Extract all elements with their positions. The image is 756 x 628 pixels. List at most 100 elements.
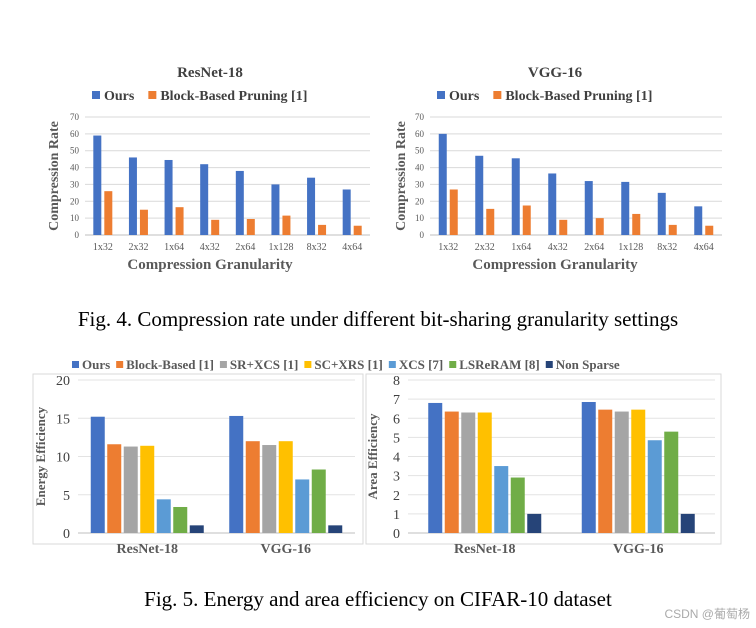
y-tick-label: 20 bbox=[415, 196, 425, 206]
x-axis-label: Compression Granularity bbox=[472, 257, 638, 273]
bar-ours-4x64 bbox=[342, 189, 351, 235]
bar-6-VGG-16 bbox=[680, 513, 695, 533]
legend-label-0: Ours bbox=[82, 357, 110, 372]
bar-block-4x32 bbox=[211, 219, 220, 235]
legend-swatch-1 bbox=[493, 91, 502, 99]
y-tick-label: 70 bbox=[70, 112, 80, 122]
y-tick-label: 20 bbox=[70, 196, 80, 206]
bar-1-VGG-16 bbox=[245, 441, 260, 533]
bar-block-1x64 bbox=[175, 207, 184, 235]
y-tick-label: 0 bbox=[393, 527, 400, 542]
x-tick-label: 1x64 bbox=[511, 242, 531, 253]
y-axis-label: Area Efficiency bbox=[365, 413, 380, 500]
legend-swatch-0 bbox=[72, 361, 79, 368]
legend-label-5: LSReRAM [8] bbox=[459, 357, 540, 372]
y-axis-label: Energy Efficiency bbox=[33, 406, 48, 506]
x-axis-label: Compression Granularity bbox=[127, 257, 293, 273]
bar-ours-2x32 bbox=[475, 155, 484, 235]
bar-3-ResNet-18 bbox=[140, 445, 155, 533]
chart-1: 0 1 2 3 4 5 6 7 8 ResNet-18 VGG-16 Area Efficiency bbox=[365, 373, 722, 557]
y-tick-label: 7 bbox=[393, 393, 400, 408]
x-tick-label: 2x32 bbox=[128, 242, 148, 253]
y-tick-label: 40 bbox=[415, 163, 425, 173]
legend-label-1: Block-Based [1] bbox=[126, 357, 214, 372]
x-tick-label: ResNet-18 bbox=[117, 542, 178, 557]
bar-5-VGG-16 bbox=[664, 431, 679, 533]
x-tick-label: 4x64 bbox=[342, 242, 362, 253]
bar-2-ResNet-18 bbox=[461, 412, 476, 533]
bar-6-ResNet-18 bbox=[527, 513, 542, 533]
bar-block-1x32 bbox=[449, 189, 458, 235]
legend-label-3: SC+XRS [1] bbox=[314, 357, 382, 372]
legend-swatch-1 bbox=[116, 361, 124, 368]
chart-1: VGG-16 Ours Block-Based Pruning [1] 0 10 20 30… bbox=[394, 65, 722, 273]
bar-6-ResNet-18 bbox=[189, 525, 204, 533]
y-tick-label: 60 bbox=[415, 129, 425, 139]
legend-label-1: Block-Based Pruning [1] bbox=[160, 89, 307, 104]
y-tick-label: 5 bbox=[393, 431, 400, 446]
y-tick-label: 2 bbox=[393, 489, 400, 504]
y-axis-label: Compression Rate bbox=[47, 121, 62, 231]
chart-0: 0 5 10 15 20 ResNet-18 VGG-16 Energy Efficiency bbox=[32, 373, 364, 557]
y-tick-label: 3 bbox=[393, 470, 400, 485]
bar-block-2x32 bbox=[486, 208, 495, 235]
legend-swatch-0 bbox=[437, 91, 445, 99]
x-tick-label: 2x64 bbox=[584, 242, 604, 253]
y-tick-label: 0 bbox=[63, 527, 70, 542]
bar-block-1x128 bbox=[632, 213, 641, 235]
bar-ours-1x128 bbox=[271, 184, 280, 235]
bar-ours-1x64 bbox=[511, 158, 520, 235]
bar-2-VGG-16 bbox=[262, 445, 277, 533]
legend-label-2: SR+XCS [1] bbox=[230, 357, 298, 372]
y-tick-label: 0 bbox=[75, 230, 80, 240]
legend-swatch-3 bbox=[304, 361, 312, 368]
x-tick-label: 8x32 bbox=[657, 242, 677, 253]
bar-ours-4x64 bbox=[694, 206, 703, 235]
legend-label-1: Block-Based Pruning [1] bbox=[505, 89, 652, 104]
bar-ours-2x64 bbox=[584, 181, 593, 235]
bar-5-VGG-16 bbox=[311, 469, 326, 533]
bar-5-ResNet-18 bbox=[173, 506, 188, 533]
bar-block-4x32 bbox=[559, 219, 568, 235]
figure-5: Ours Block-Based [1] SR+XCS [1] SC+XRS [1] X… bbox=[32, 357, 722, 557]
bar-block-8x32 bbox=[668, 224, 677, 235]
bar-4-ResNet-18 bbox=[156, 499, 171, 533]
legend-label-0: Ours bbox=[449, 89, 480, 104]
y-tick-label: 5 bbox=[63, 489, 70, 504]
y-axis-label: Compression Rate bbox=[394, 121, 409, 231]
bar-block-1x128 bbox=[282, 215, 291, 235]
figure-5-caption: Fig. 5. Energy and area efficiency on CI… bbox=[144, 587, 612, 611]
x-tick-label: 1x32 bbox=[438, 242, 458, 253]
bar-4-ResNet-18 bbox=[494, 466, 509, 533]
bar-6-VGG-16 bbox=[328, 525, 343, 533]
bar-block-1x64 bbox=[522, 205, 531, 235]
bar-5-ResNet-18 bbox=[510, 477, 525, 533]
bar-0-VGG-16 bbox=[581, 401, 596, 533]
figure-4-caption: Fig. 4. Compression rate under different… bbox=[77, 307, 679, 331]
y-tick-label: 30 bbox=[70, 179, 80, 189]
y-tick-label: 70 bbox=[415, 112, 425, 122]
figure-4: ResNet-18 Ours Block-Based Pruning [1] 0 10 2… bbox=[47, 65, 722, 273]
bar-block-2x64 bbox=[595, 218, 604, 235]
y-tick-label: 4 bbox=[393, 451, 400, 466]
x-tick-label: 1x128 bbox=[618, 242, 643, 253]
legend-swatch-4 bbox=[388, 361, 396, 368]
bar-block-4x64 bbox=[353, 225, 362, 235]
bar-3-VGG-16 bbox=[631, 409, 646, 533]
bar-ours-4x32 bbox=[548, 173, 557, 235]
chart-title: VGG-16 bbox=[528, 65, 583, 81]
y-tick-label: 10 bbox=[56, 451, 70, 466]
bar-ours-8x32 bbox=[307, 177, 316, 235]
watermark: CSDN @葡萄杨 bbox=[664, 607, 750, 621]
legend-label-0: Ours bbox=[104, 89, 135, 104]
bar-ours-1x32 bbox=[93, 135, 102, 235]
legend-swatch-0 bbox=[92, 91, 100, 99]
bar-0-ResNet-18 bbox=[428, 402, 443, 533]
bar-ours-1x64 bbox=[164, 159, 173, 235]
bar-ours-2x32 bbox=[128, 157, 137, 235]
x-tick-label: 8x32 bbox=[307, 242, 327, 253]
bar-2-ResNet-18 bbox=[123, 446, 138, 533]
y-tick-label: 50 bbox=[415, 146, 425, 156]
x-tick-label: VGG-16 bbox=[260, 542, 311, 557]
bar-block-2x32 bbox=[139, 209, 148, 235]
